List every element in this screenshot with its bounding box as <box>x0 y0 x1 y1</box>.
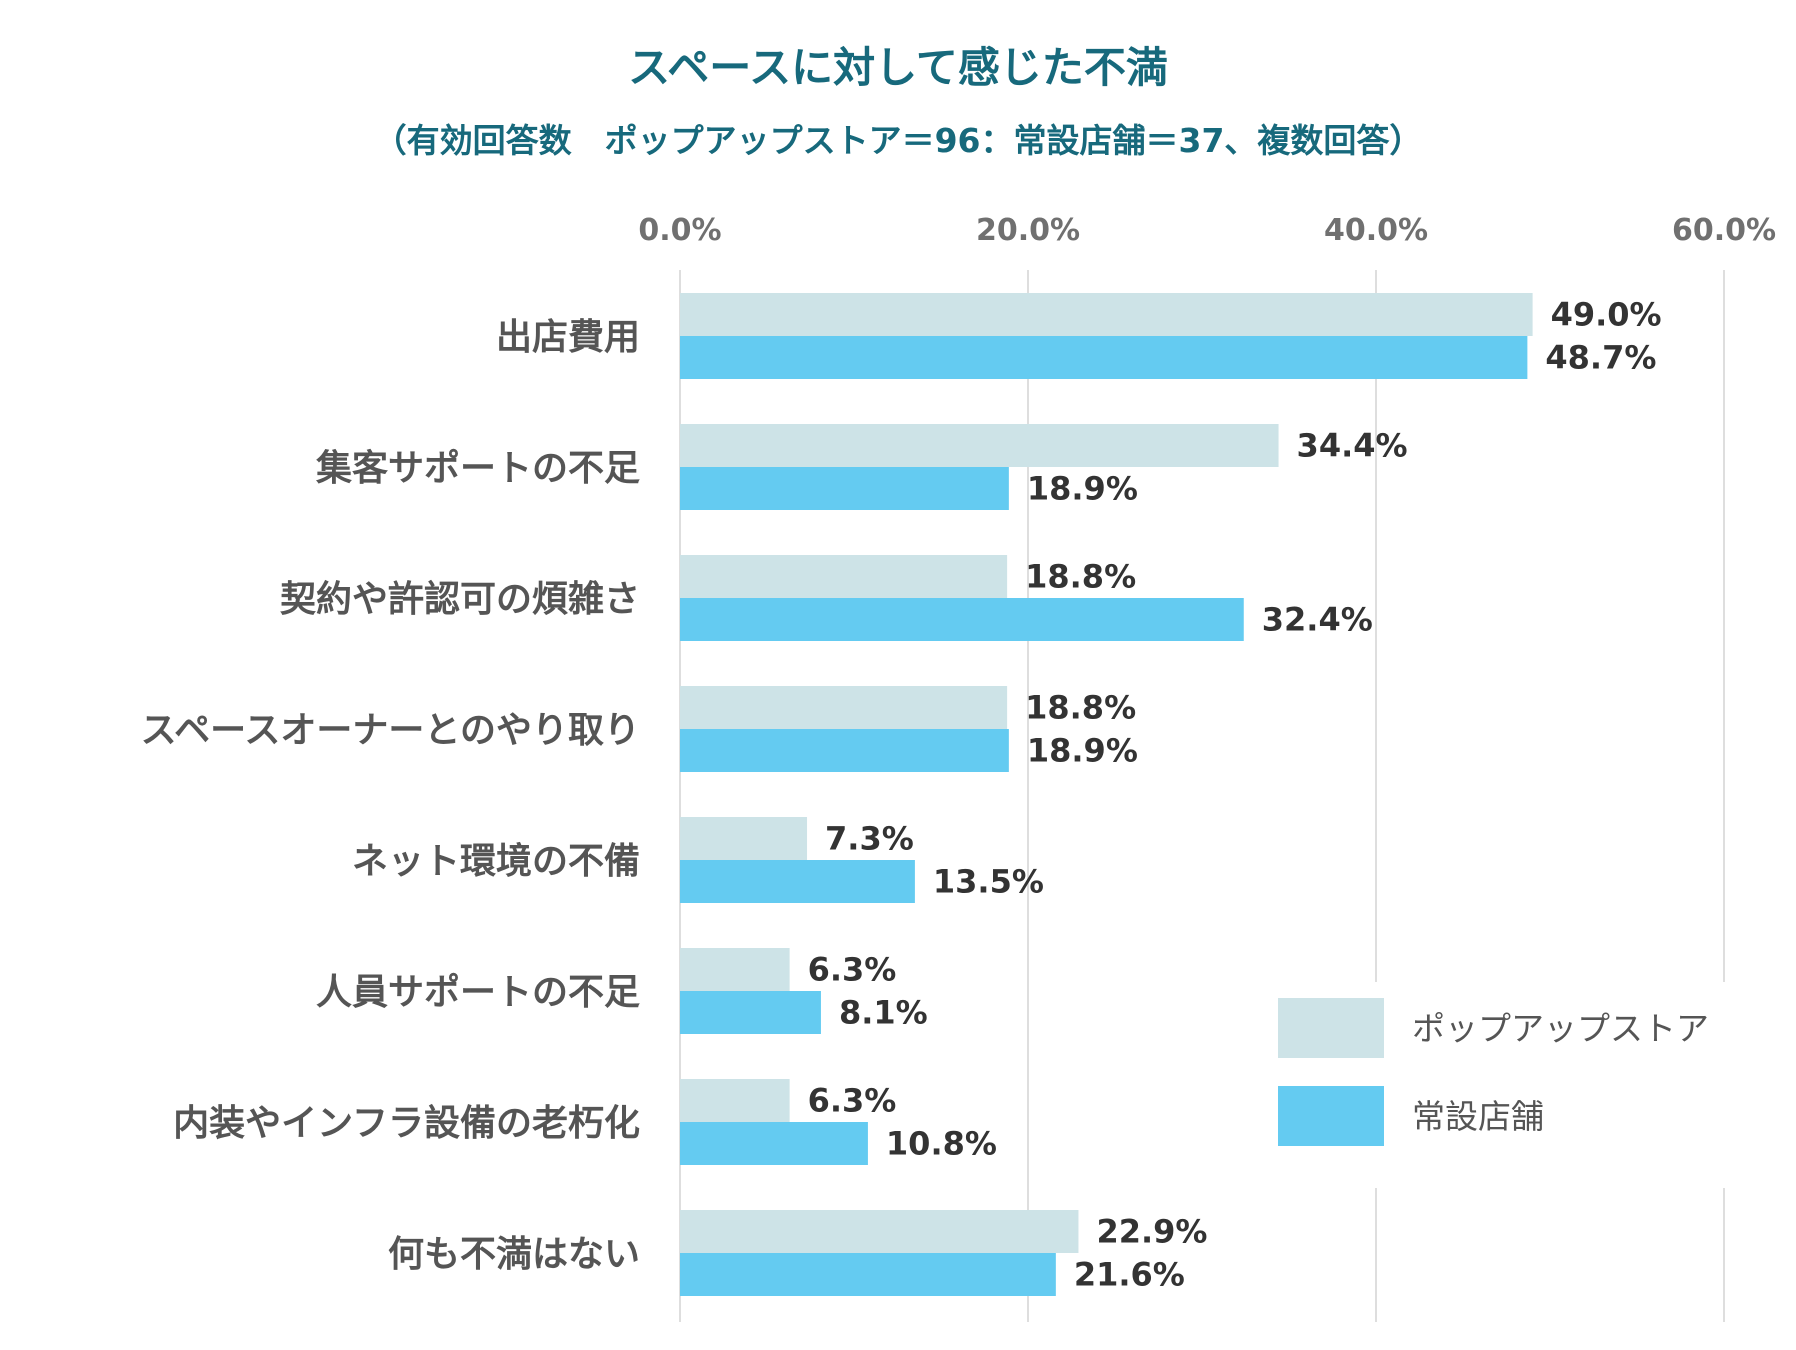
bar-permanent <box>680 1253 1056 1296</box>
bar-value-label: 13.5% <box>933 863 1044 901</box>
bar-value-label: 18.9% <box>1027 470 1138 508</box>
bar-value-label: 34.4% <box>1297 427 1408 465</box>
category-label: 出店費用 <box>496 317 640 358</box>
bar-value-label: 49.0% <box>1551 296 1662 334</box>
bar-value-label: 32.4% <box>1262 601 1373 639</box>
bar-value-label: 48.7% <box>1545 339 1656 377</box>
bar-popup <box>680 555 1008 598</box>
bar-permanent <box>680 1122 868 1165</box>
bar-permanent <box>680 860 915 903</box>
category-label: 人員サポートの不足 <box>316 971 640 1013</box>
x-tick-label: 20.0% <box>976 213 1080 248</box>
legend-label: ポップアップストア <box>1412 1009 1709 1048</box>
bar-value-label: 18.8% <box>1025 558 1136 596</box>
bar-popup <box>680 948 790 991</box>
bar-value-label: 18.9% <box>1027 732 1138 770</box>
x-tick-label: 0.0% <box>638 213 721 248</box>
bar-popup <box>680 1079 790 1122</box>
bar-value-label: 7.3% <box>825 820 914 858</box>
bar-value-label: 21.6% <box>1074 1256 1185 1294</box>
bar-popup <box>680 1210 1079 1253</box>
x-tick-label: 40.0% <box>1324 213 1428 248</box>
category-label: 何も不満はない <box>388 1234 640 1275</box>
category-label: 契約や許認可の煩雑さ <box>280 579 640 620</box>
bar-popup <box>680 424 1279 467</box>
bar-value-label: 22.9% <box>1096 1213 1207 1251</box>
bar-value-label: 6.3% <box>808 1082 897 1120</box>
bar-popup <box>680 817 808 860</box>
bar-permanent <box>680 336 1528 379</box>
legend-swatch <box>1278 1086 1384 1146</box>
bar-permanent <box>680 729 1009 772</box>
legend-swatch <box>1278 998 1384 1058</box>
x-tick-label: 60.0% <box>1672 213 1776 248</box>
bar-popup <box>680 686 1008 729</box>
chart-subtitle: （有効回答数 ポップアップストア＝96：常設店舗＝37、複数回答） <box>374 121 1423 160</box>
bar-value-label: 18.8% <box>1025 689 1136 727</box>
category-label: 内装やインフラ設備の老朽化 <box>173 1103 640 1144</box>
legend-label: 常設店舗 <box>1412 1097 1544 1136</box>
bar-value-label: 10.8% <box>886 1125 997 1163</box>
bars <box>680 293 1533 1296</box>
category-labels: 出店費用集客サポートの不足契約や許認可の煩雑さスペースオーナーとのやり取りネット… <box>141 317 640 1275</box>
category-label: スペースオーナーとのやり取り <box>141 710 640 751</box>
bar-value-label: 8.1% <box>839 994 928 1032</box>
bar-popup <box>680 293 1533 336</box>
chart-title: スペースに対して感じた不満 <box>628 43 1168 92</box>
value-labels: 49.0% 34.4% 18.8% 18.8% 7.3% 6.3% 6.3% 22.9% 48.… <box>808 296 1662 1294</box>
bar-permanent <box>680 467 1009 510</box>
bar-permanent <box>680 991 821 1034</box>
bar-permanent <box>680 598 1244 641</box>
x-axis-ticks: 0.0% 20.0% 40.0% 60.0% <box>638 213 1776 248</box>
bar-value-label: 6.3% <box>808 951 897 989</box>
category-label: ネット環境の不備 <box>352 841 640 882</box>
category-label: 集客サポートの不足 <box>315 447 640 489</box>
